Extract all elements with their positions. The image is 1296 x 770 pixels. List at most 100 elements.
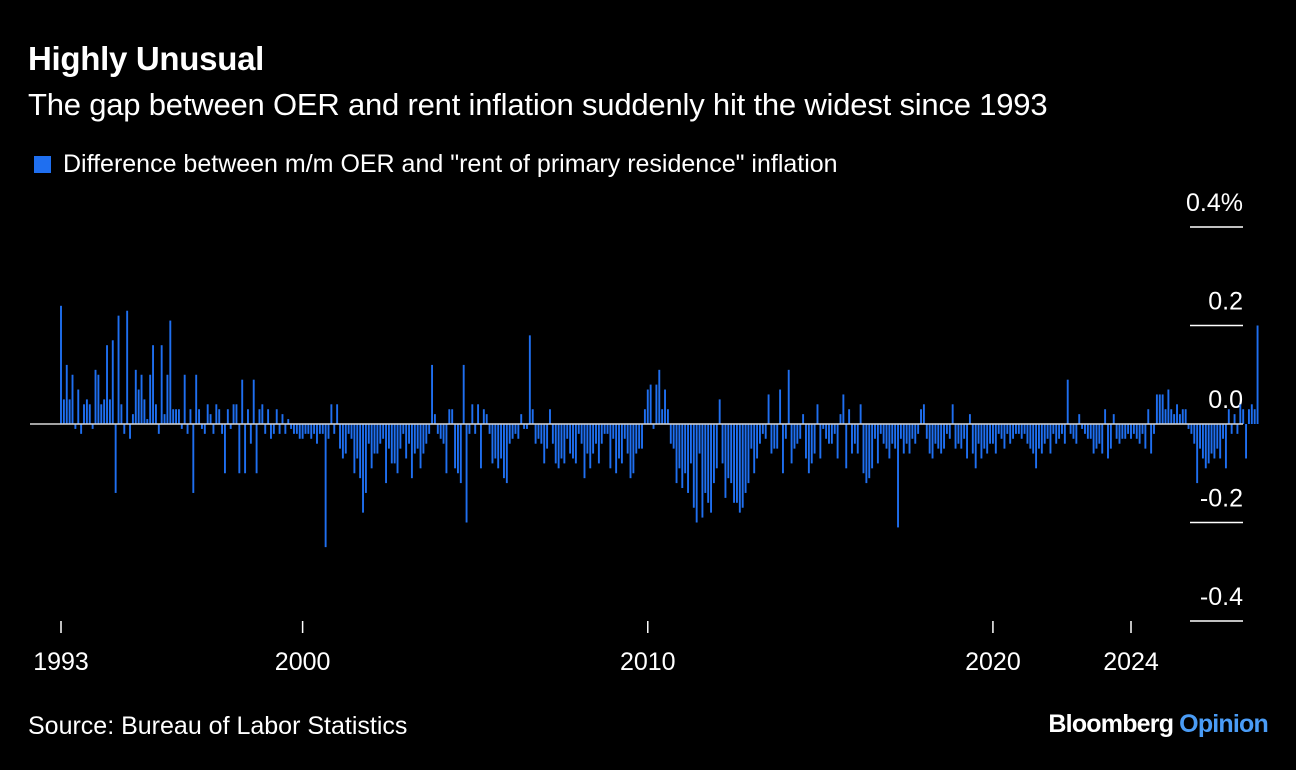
x-tick-label: 2020 — [965, 648, 1021, 676]
bar — [175, 409, 177, 424]
bar — [488, 424, 491, 434]
bar — [85, 399, 88, 425]
bar — [94, 369, 97, 424]
bar — [203, 424, 206, 434]
bar — [770, 424, 773, 454]
bar — [761, 424, 764, 434]
bar — [537, 424, 540, 439]
bar — [572, 424, 574, 459]
bar — [580, 424, 583, 444]
bar — [154, 404, 157, 424]
bar — [1035, 424, 1038, 469]
bar — [1196, 424, 1199, 484]
bar — [146, 419, 149, 424]
bar — [356, 424, 359, 459]
source-note: Source: Bureau of Labor Statistics — [28, 712, 408, 740]
bar — [733, 424, 736, 503]
bar — [1153, 424, 1155, 434]
bar — [1121, 424, 1124, 439]
chart-subtitle: The gap between OER and rent inflation s… — [28, 87, 1048, 122]
bar — [980, 424, 983, 459]
bar — [373, 424, 376, 454]
bar — [951, 404, 954, 424]
bar — [419, 424, 422, 469]
bar — [853, 424, 856, 444]
bar — [885, 424, 888, 449]
bar — [531, 409, 534, 424]
bar — [750, 424, 753, 449]
y-tick-label: -0.2 — [1200, 485, 1243, 513]
bar — [91, 424, 94, 429]
bar — [1247, 409, 1250, 424]
bar — [1233, 414, 1236, 424]
bar — [503, 424, 505, 479]
bar — [131, 414, 134, 424]
bar — [1109, 424, 1112, 449]
bar — [710, 424, 712, 513]
bar — [787, 369, 790, 424]
bar — [353, 424, 356, 474]
bar — [264, 424, 267, 434]
bar — [177, 409, 180, 424]
bar — [1098, 424, 1101, 444]
bar — [782, 424, 784, 474]
bar — [200, 424, 203, 429]
bar — [1075, 424, 1078, 444]
bar — [1141, 424, 1144, 434]
bar — [609, 424, 612, 469]
bar — [1181, 409, 1184, 424]
bar — [721, 424, 724, 464]
bar — [842, 394, 845, 424]
bar — [911, 424, 914, 439]
bar — [1081, 424, 1084, 429]
bar — [681, 424, 684, 489]
bar — [1224, 424, 1227, 469]
bar — [1138, 424, 1141, 444]
bar — [307, 424, 310, 434]
bar — [134, 369, 137, 424]
bar — [350, 424, 353, 439]
bar — [1158, 394, 1161, 424]
bar — [641, 424, 643, 449]
bar — [71, 374, 74, 424]
bar — [241, 379, 244, 424]
legend-label: Difference between m/m OER and "rent of … — [63, 150, 838, 178]
bar — [1049, 424, 1052, 454]
bar — [712, 424, 715, 484]
bar — [718, 399, 721, 425]
bar — [333, 424, 336, 434]
bar — [198, 409, 201, 424]
bar — [1250, 404, 1253, 424]
bar — [106, 345, 108, 424]
bar — [1190, 424, 1193, 434]
bar — [206, 404, 209, 424]
bar — [103, 399, 106, 425]
bar — [848, 409, 851, 424]
bar — [1239, 404, 1242, 424]
bar — [108, 399, 111, 425]
legend: Difference between m/m OER and "rent of … — [34, 150, 838, 179]
bar — [879, 424, 882, 434]
bar — [100, 404, 103, 424]
bar — [152, 345, 154, 424]
bar — [845, 424, 848, 469]
legend-swatch — [34, 156, 51, 173]
bar — [1009, 424, 1012, 444]
bar — [1112, 414, 1115, 424]
bar — [1170, 409, 1173, 424]
bar — [526, 424, 528, 429]
bar — [482, 409, 485, 424]
bar — [925, 424, 928, 439]
bar — [390, 424, 393, 464]
bar — [753, 424, 756, 474]
bar — [385, 424, 387, 484]
bar — [367, 424, 370, 444]
bar — [638, 424, 641, 449]
bar — [327, 424, 330, 439]
bar — [1086, 424, 1089, 439]
bar — [249, 424, 252, 444]
bar — [1032, 424, 1035, 454]
bar — [1115, 424, 1118, 439]
bar — [410, 424, 413, 479]
bar — [744, 424, 747, 493]
